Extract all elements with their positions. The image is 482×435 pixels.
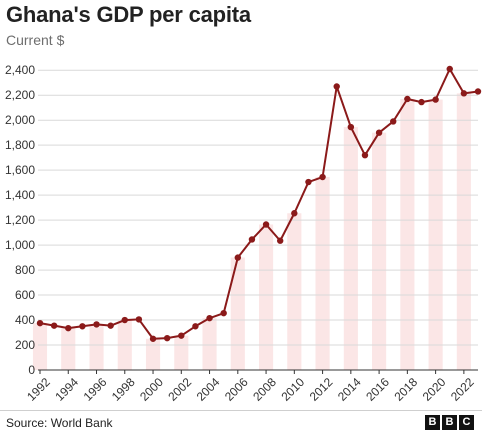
y-tick-label: 0 xyxy=(28,363,35,377)
logo-letter-b2: B xyxy=(442,415,457,430)
year-band xyxy=(32,323,48,370)
year-band xyxy=(89,324,104,370)
x-tick-label: 1996 xyxy=(81,375,110,404)
data-point xyxy=(178,332,185,339)
y-tick-label: 1,000 xyxy=(5,238,35,252)
x-tick-label: 2016 xyxy=(363,375,392,404)
x-tick-label: 2000 xyxy=(137,375,166,404)
chart-subtitle: Current $ xyxy=(6,32,65,48)
data-point xyxy=(36,319,44,327)
data-point xyxy=(192,323,199,330)
data-point xyxy=(347,123,355,131)
year-band xyxy=(61,328,76,370)
x-tick-label: 1992 xyxy=(24,375,53,404)
y-tick-label: 200 xyxy=(15,338,35,352)
x-tick-label: 2008 xyxy=(250,375,279,404)
x-tick-label: 2010 xyxy=(278,375,307,404)
year-band xyxy=(372,132,387,370)
y-tick-label: 2,400 xyxy=(5,63,35,77)
source-note: Source: World Bank xyxy=(6,416,113,430)
logo-letter-b1: B xyxy=(425,415,440,430)
data-point xyxy=(50,322,58,329)
x-tick-label: 1998 xyxy=(109,375,138,404)
y-tick-label: 1,200 xyxy=(5,213,35,227)
data-point xyxy=(262,221,270,228)
data-point xyxy=(163,334,171,342)
year-band xyxy=(315,177,330,370)
footer-divider xyxy=(0,410,482,411)
year-band xyxy=(202,318,217,370)
y-tick-label: 600 xyxy=(15,288,35,302)
data-point xyxy=(432,96,439,103)
year-band xyxy=(456,93,471,371)
data-point xyxy=(234,254,242,261)
x-tick-label: 2018 xyxy=(391,375,420,404)
x-tick-label: 2020 xyxy=(420,375,449,404)
data-point xyxy=(333,83,340,90)
data-point xyxy=(460,90,468,97)
bbc-logo: B B C xyxy=(425,415,474,430)
year-band xyxy=(259,224,274,370)
data-point xyxy=(149,335,157,342)
x-tick-label: 2002 xyxy=(165,375,194,404)
x-tick-label: 1994 xyxy=(52,375,81,404)
data-point xyxy=(474,88,482,95)
y-tick-label: 400 xyxy=(15,313,35,327)
data-point xyxy=(375,129,383,136)
x-tick-label: 2014 xyxy=(335,375,364,404)
data-point xyxy=(361,151,369,159)
data-point xyxy=(404,95,411,103)
data-point xyxy=(390,118,397,125)
data-point xyxy=(446,65,453,73)
data-point xyxy=(107,322,114,329)
chart-title: Ghana's GDP per capita xyxy=(6,2,251,27)
data-point xyxy=(319,173,326,181)
data-point xyxy=(248,236,256,243)
data-point xyxy=(206,314,213,322)
y-tick-label: 2,000 xyxy=(5,113,35,127)
x-tick-label: 2022 xyxy=(448,375,477,404)
year-band xyxy=(400,98,415,370)
line-chart: 0 200 400 600 800 1,000 1,200 1,400 1,600 1,800 2,… xyxy=(5,63,482,404)
y-tick-label: 1,800 xyxy=(5,138,35,152)
y-tick-label: 800 xyxy=(15,263,35,277)
data-point xyxy=(220,309,227,317)
data-point xyxy=(276,237,284,244)
x-tick-label: 2006 xyxy=(222,375,251,404)
y-tick-label: 2,200 xyxy=(5,88,35,102)
data-point xyxy=(418,98,425,106)
data-point xyxy=(121,316,128,324)
year-band xyxy=(145,338,161,370)
year-band xyxy=(343,127,358,370)
y-tick-label: 1,400 xyxy=(5,188,35,202)
data-point xyxy=(305,178,312,186)
year-band xyxy=(230,257,245,370)
x-tick-label: 2012 xyxy=(307,375,336,404)
y-tick-label: 1,600 xyxy=(5,163,35,177)
year-band xyxy=(174,335,189,370)
data-point xyxy=(291,210,298,217)
data-point xyxy=(65,324,72,332)
data-point xyxy=(93,321,100,328)
data-point xyxy=(135,316,143,323)
x-tick-label: 2004 xyxy=(194,375,223,404)
logo-letter-c: C xyxy=(459,415,474,430)
data-point xyxy=(79,323,86,330)
year-band xyxy=(287,213,302,370)
year-band xyxy=(428,99,443,370)
